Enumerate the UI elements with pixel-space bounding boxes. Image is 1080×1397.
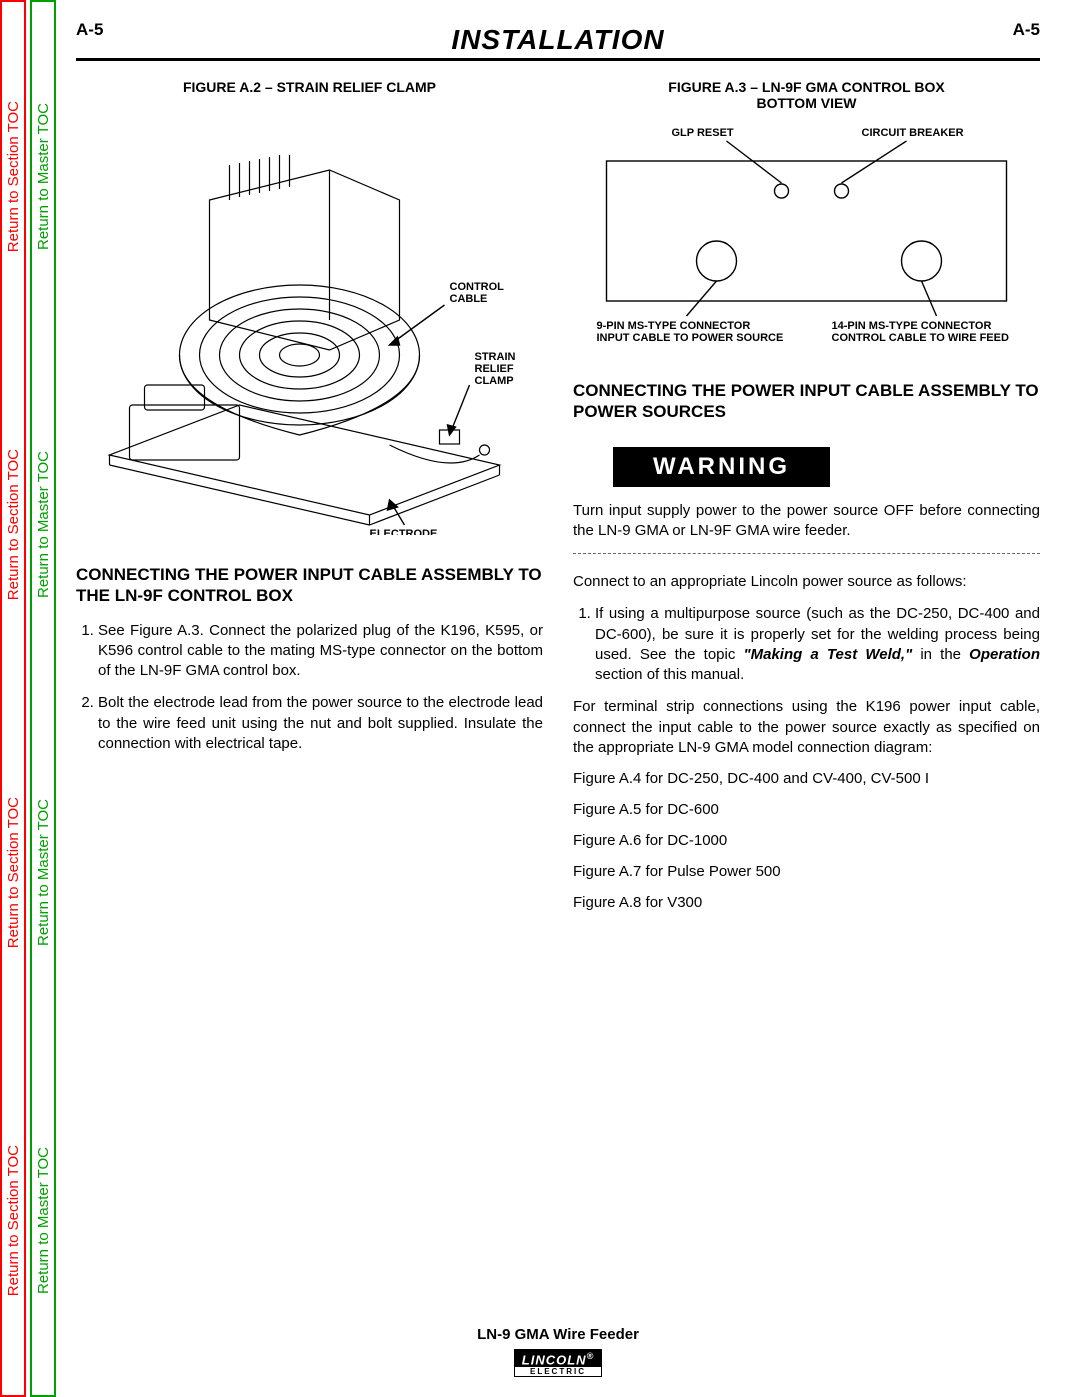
logo-sub: ELECTRIC (514, 1367, 602, 1377)
figure-a2-title: FIGURE A.2 – STRAIN RELIEF CLAMP (76, 79, 543, 95)
left-column: FIGURE A.2 – STRAIN RELIEF CLAMP (76, 79, 543, 925)
figure-ref: Figure A.8 for V300 (573, 894, 1040, 911)
right-section-heading: CONNECTING THE POWER INPUT CABLE ASSEMBL… (573, 380, 1040, 423)
page-number-right: A-5 (1013, 20, 1040, 40)
side-tab-section-toc: Return to Section TOC Return to Section … (0, 0, 26, 1397)
side-tab-text[interactable]: Return to Section TOC (5, 797, 22, 948)
right-ol: If using a multipurpose source (such as … (573, 604, 1040, 685)
two-column-layout: FIGURE A.2 – STRAIN RELIEF CLAMP (76, 79, 1040, 925)
page-number-left: A-5 (76, 20, 103, 40)
page-content: A-5 INSTALLATION A-5 FIGURE A.2 – STRAIN… (76, 20, 1040, 1377)
page-title: INSTALLATION (451, 24, 664, 56)
label-electrode-cable: ELECTRODE CABLE (370, 528, 441, 535)
figure-ref: Figure A.7 for Pulse Power 500 (573, 863, 1040, 880)
figure-ref-list: Figure A.4 for DC-250, DC-400 and CV-400… (573, 770, 1040, 911)
side-tab-text[interactable]: Return to Master TOC (35, 1147, 52, 1294)
footer-title: LN-9 GMA Wire Feeder (76, 1326, 1040, 1343)
label-circuit-breaker: CIRCUIT BREAKER (862, 127, 964, 139)
label-control-cable: CONTROL CABLE (450, 281, 507, 305)
label-strain-relief: STRAIN RELIEF CLAMP (475, 351, 519, 387)
figure-a3-title: FIGURE A.3 – LN-9F GMA CONTROL BOX BOTTO… (573, 79, 1040, 111)
figure-ref: Figure A.5 for DC-600 (573, 801, 1040, 818)
left-section-list: See Figure A.3. Connect the polarized pl… (76, 621, 543, 755)
dashed-divider (573, 553, 1040, 554)
list-item: If using a multipurpose source (such as … (595, 604, 1040, 685)
figure-a2-illustration: CONTROL CABLE STRAIN RELIEF CLAMP ELECTR… (76, 105, 543, 535)
side-tab-text[interactable]: Return to Master TOC (35, 451, 52, 598)
side-tab-text[interactable]: Return to Section TOC (5, 101, 22, 252)
figure-ref: Figure A.6 for DC-1000 (573, 832, 1040, 849)
side-tab-master-toc: Return to Master TOC Return to Master TO… (30, 0, 56, 1397)
left-section-heading: CONNECTING THE POWER INPUT CABLE ASSEMBL… (76, 564, 543, 607)
figure-a3-illustration: GLP RESET CIRCUIT BREAKER 9-PIN MS-TYPE … (573, 121, 1040, 351)
label-9pin-connector: 9-PIN MS-TYPE CONNECTOR INPUT CABLE TO P… (597, 320, 784, 344)
lincoln-logo: LINCOLN® ELECTRIC (514, 1349, 602, 1377)
list-item: Bolt the electrode lead from the power s… (98, 693, 543, 754)
side-tab-text[interactable]: Return to Master TOC (35, 103, 52, 250)
emphasis: Operation (969, 646, 1040, 663)
list-item: See Figure A.3. Connect the polarized pl… (98, 621, 543, 682)
text: in the (912, 646, 969, 663)
side-tab-text[interactable]: Return to Master TOC (35, 799, 52, 946)
emphasis: "Making a Test Weld," (744, 646, 913, 663)
page-header: A-5 INSTALLATION A-5 (76, 20, 1040, 61)
side-tabs: Return to Section TOC Return to Section … (0, 0, 60, 1397)
side-tab-text[interactable]: Return to Section TOC (5, 1145, 22, 1296)
label-14pin-connector: 14-PIN MS-TYPE CONNECTOR CONTROL CABLE T… (832, 320, 1009, 344)
logo-top: LINCOLN (522, 1352, 587, 1367)
label-glp-reset: GLP RESET (672, 127, 734, 139)
warning-body: Turn input supply power to the power sou… (573, 501, 1040, 542)
intro-paragraph: Connect to an appropriate Lincoln power … (573, 572, 1040, 592)
side-tab-text[interactable]: Return to Section TOC (5, 449, 22, 600)
page-footer: LN-9 GMA Wire Feeder LINCOLN® ELECTRIC (76, 1326, 1040, 1379)
text: section of this manual. (595, 666, 744, 683)
figure-ref: Figure A.4 for DC-250, DC-400 and CV-400… (573, 770, 1040, 787)
warning-box: WARNING (613, 447, 830, 487)
terminal-paragraph: For terminal strip connections using the… (573, 697, 1040, 758)
right-column: FIGURE A.3 – LN-9F GMA CONTROL BOX BOTTO… (573, 79, 1040, 925)
